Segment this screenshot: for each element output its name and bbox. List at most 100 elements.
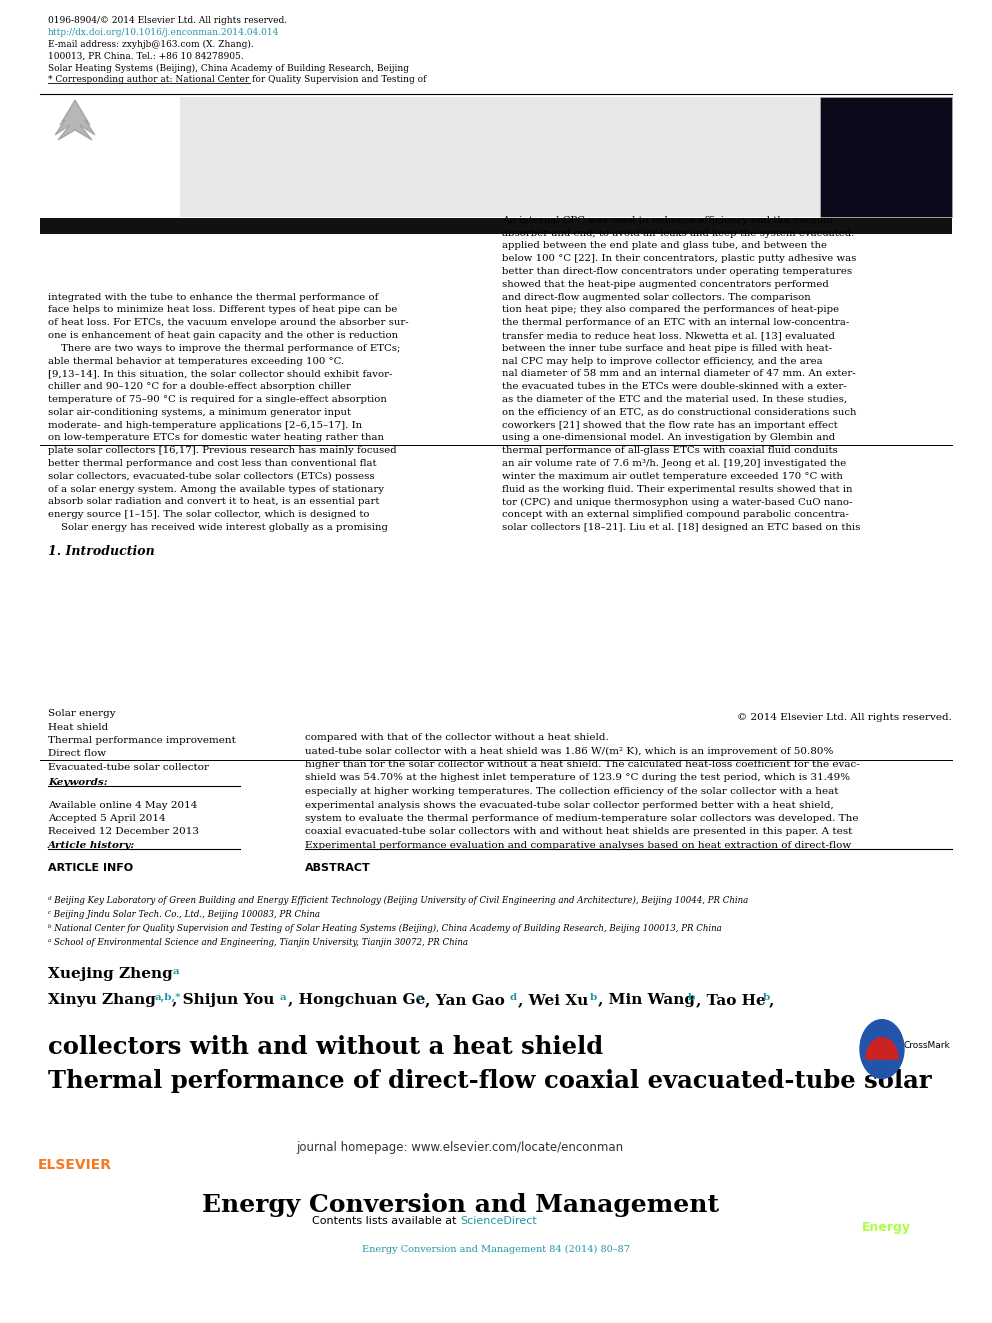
Text: Conversion
Management: Conversion Management <box>858 1205 914 1224</box>
Text: , Shijun You: , Shijun You <box>172 994 275 1007</box>
Text: solar collectors, evacuated-tube solar collectors (ETCs) possess: solar collectors, evacuated-tube solar c… <box>48 472 375 482</box>
Text: Received 12 December 2013: Received 12 December 2013 <box>48 827 199 836</box>
Text: Energy Conversion and Management: Energy Conversion and Management <box>201 1193 718 1217</box>
Text: absorber and end, to avoid air leaks and keep the system evacuated.: absorber and end, to avoid air leaks and… <box>502 229 854 238</box>
Text: Available online 4 May 2014: Available online 4 May 2014 <box>48 800 197 810</box>
Text: a: a <box>173 967 180 976</box>
Text: the evacuated tubes in the ETCs were double-skinned with a exter-: the evacuated tubes in the ETCs were dou… <box>502 382 846 392</box>
Text: chiller and 90–120 °C for a double-effect absorption chiller: chiller and 90–120 °C for a double-effec… <box>48 382 351 392</box>
Text: compared with that of the collector without a heat shield.: compared with that of the collector with… <box>305 733 609 742</box>
Text: and direct-flow augmented solar collectors. The comparison: and direct-flow augmented solar collecto… <box>502 292 810 302</box>
Text: ᵈ Beijing Key Laboratory of Green Building and Energy Efficient Technology (Beij: ᵈ Beijing Key Laboratory of Green Buildi… <box>48 896 748 905</box>
Text: 1. Introduction: 1. Introduction <box>48 545 155 558</box>
Text: ,: , <box>769 994 775 1007</box>
Bar <box>40 218 952 234</box>
Text: b: b <box>688 994 695 1002</box>
Text: E-mail address: zxyhjb@163.com (X. Zhang).: E-mail address: zxyhjb@163.com (X. Zhang… <box>48 40 254 49</box>
Text: Keywords:: Keywords: <box>48 778 107 787</box>
Text: b: b <box>590 994 597 1002</box>
Text: ARTICLE INFO: ARTICLE INFO <box>48 863 133 873</box>
Text: experimental analysis shows the evacuated-tube solar collector performed better : experimental analysis shows the evacuate… <box>305 800 833 810</box>
Text: uated-tube solar collector with a heat shield was 1.86 W/(m² K), which is an imp: uated-tube solar collector with a heat s… <box>305 746 833 755</box>
Text: Contents lists available at: Contents lists available at <box>312 1216 460 1226</box>
Bar <box>820 97 952 217</box>
Text: shield was 54.70% at the highest inlet temperature of 123.9 °C during the test p: shield was 54.70% at the highest inlet t… <box>305 774 850 782</box>
Text: , Tao He: , Tao He <box>696 994 766 1007</box>
Text: collectors with and without a heat shield: collectors with and without a heat shiel… <box>48 1035 603 1058</box>
Text: nal CPC may help to improve collector efficiency, and the area: nal CPC may help to improve collector ef… <box>502 357 822 365</box>
Text: Solar Heating Systems (Beijing), China Academy of Building Research, Beijing: Solar Heating Systems (Beijing), China A… <box>48 64 409 73</box>
Text: ELSEVIER: ELSEVIER <box>38 1158 112 1172</box>
Text: an air volume rate of 7.6 m³/h. Jeong et al. [19,20] investigated the: an air volume rate of 7.6 m³/h. Jeong et… <box>502 459 846 468</box>
Text: Solar energy has received wide interest globally as a promising: Solar energy has received wide interest … <box>48 523 388 532</box>
Text: face helps to minimize heat loss. Different types of heat pipe can be: face helps to minimize heat loss. Differ… <box>48 306 398 315</box>
Text: Thermal performance improvement: Thermal performance improvement <box>48 736 236 745</box>
Text: solar air-conditioning systems, a minimum generator input: solar air-conditioning systems, a minimu… <box>48 407 351 417</box>
Text: ᵇ National Center for Quality Supervision and Testing of Solar Heating Systems (: ᵇ National Center for Quality Supervisio… <box>48 923 722 933</box>
Text: Article history:: Article history: <box>48 841 135 849</box>
Text: journal homepage: www.elsevier.com/locate/enconman: journal homepage: www.elsevier.com/locat… <box>297 1140 624 1154</box>
Text: using a one-dimensional model. An investigation by Glembin and: using a one-dimensional model. An invest… <box>502 434 835 442</box>
Text: higher than for the solar collector without a heat shield. The calculated heat-l: higher than for the solar collector with… <box>305 759 860 769</box>
Text: on the efficiency of an ETC, as do constructional considerations such: on the efficiency of an ETC, as do const… <box>502 407 856 417</box>
Text: applied between the end plate and glass tube, and between the: applied between the end plate and glass … <box>502 241 827 250</box>
Text: concept with an external simplified compound parabolic concentra-: concept with an external simplified comp… <box>502 511 849 519</box>
Text: ScienceDirect: ScienceDirect <box>460 1216 537 1226</box>
Text: coaxial evacuated-tube solar collectors with and without heat shields are presen: coaxial evacuated-tube solar collectors … <box>305 827 852 836</box>
Text: 0196-8904/© 2014 Elsevier Ltd. All rights reserved.: 0196-8904/© 2014 Elsevier Ltd. All right… <box>48 16 287 25</box>
Text: fluid as the working fluid. Their experimental results showed that in: fluid as the working fluid. Their experi… <box>502 484 852 493</box>
Text: Energy: Energy <box>861 1221 911 1234</box>
Text: Direct flow: Direct flow <box>48 750 106 758</box>
Text: energy source [1–15]. The solar collector, which is designed to: energy source [1–15]. The solar collecto… <box>48 511 369 519</box>
Text: better than direct-flow concentrators under operating temperatures: better than direct-flow concentrators un… <box>502 267 852 277</box>
Text: thermal performance of all-glass ETCs with coaxial fluid conduits: thermal performance of all-glass ETCs wi… <box>502 446 838 455</box>
Bar <box>40 97 180 217</box>
Text: able thermal behavior at temperatures exceeding 100 °C.: able thermal behavior at temperatures ex… <box>48 357 344 365</box>
Text: especially at higher working temperatures. The collection efficiency of the sola: especially at higher working temperature… <box>305 787 838 796</box>
Text: , Yan Gao: , Yan Gao <box>425 994 505 1007</box>
Text: temperature of 75–90 °C is required for a single-effect absorption: temperature of 75–90 °C is required for … <box>48 396 387 404</box>
Text: of heat loss. For ETCs, the vacuum envelope around the absorber sur-: of heat loss. For ETCs, the vacuum envel… <box>48 319 409 327</box>
Text: absorb solar radiation and convert it to heat, is an essential part: absorb solar radiation and convert it to… <box>48 497 379 507</box>
Bar <box>48 101 173 185</box>
Text: [9,13–14]. In this situation, the solar collector should exhibit favor-: [9,13–14]. In this situation, the solar … <box>48 369 393 378</box>
Text: 100013, PR China. Tel.: +86 10 84278905.: 100013, PR China. Tel.: +86 10 84278905. <box>48 52 244 61</box>
Text: showed that the heat-pipe augmented concentrators performed: showed that the heat-pipe augmented conc… <box>502 279 828 288</box>
Text: coworkers [21] showed that the flow rate has an important effect: coworkers [21] showed that the flow rate… <box>502 421 837 430</box>
Text: Xinyu Zhang: Xinyu Zhang <box>48 994 156 1007</box>
Text: system to evaluate the thermal performance of medium-temperature solar collector: system to evaluate the thermal performan… <box>305 814 858 823</box>
Text: There are two ways to improve the thermal performance of ETCs;: There are two ways to improve the therma… <box>48 344 401 353</box>
Text: plate solar collectors [16,17]. Previous research has mainly focused: plate solar collectors [16,17]. Previous… <box>48 446 397 455</box>
Text: , Min Wang: , Min Wang <box>598 994 695 1007</box>
Text: as the diameter of the ETC and the material used. In these studies,: as the diameter of the ETC and the mater… <box>502 396 847 404</box>
Text: between the inner tube surface and heat pipe is filled with heat-: between the inner tube surface and heat … <box>502 344 832 353</box>
Circle shape <box>860 1020 904 1078</box>
Text: d: d <box>510 994 517 1002</box>
Text: one is enhancement of heat gain capacity and the other is reduction: one is enhancement of heat gain capacity… <box>48 331 398 340</box>
Text: better thermal performance and cost less than conventional flat: better thermal performance and cost less… <box>48 459 377 468</box>
Text: Heat shield: Heat shield <box>48 722 108 732</box>
Text: b: b <box>763 994 770 1002</box>
Text: Thermal performance of direct-flow coaxial evacuated-tube solar: Thermal performance of direct-flow coaxi… <box>48 1069 931 1093</box>
Text: tor (CPC) and unique thermosyphon using a water-based CuO nano-: tor (CPC) and unique thermosyphon using … <box>502 497 852 507</box>
Text: nal diameter of 58 mm and an internal diameter of 47 mm. An exter-: nal diameter of 58 mm and an internal di… <box>502 369 856 378</box>
Text: An internal CPC was used to enhance efficiency and the vacuum: An internal CPC was used to enhance effi… <box>502 216 833 225</box>
Text: , Hongchuan Ge: , Hongchuan Ge <box>288 994 426 1007</box>
Text: transfer media to reduce heat loss. Nkwetta et al. [13] evaluated: transfer media to reduce heat loss. Nkwe… <box>502 331 835 340</box>
Text: , Wei Xu: , Wei Xu <box>518 994 588 1007</box>
Text: ABSTRACT: ABSTRACT <box>305 863 371 873</box>
Text: CrossMark: CrossMark <box>904 1040 950 1049</box>
Text: ᵃ School of Environmental Science and Engineering, Tianjin University, Tianjin 3: ᵃ School of Environmental Science and En… <box>48 938 468 947</box>
Text: © 2014 Elsevier Ltd. All rights reserved.: © 2014 Elsevier Ltd. All rights reserved… <box>737 713 952 722</box>
Text: below 100 °C [22]. In their concentrators, plastic putty adhesive was: below 100 °C [22]. In their concentrator… <box>502 254 856 263</box>
Text: integrated with the tube to enhance the thermal performance of: integrated with the tube to enhance the … <box>48 292 378 302</box>
Wedge shape <box>866 1037 898 1058</box>
Text: winter the maximum air outlet temperature exceeded 170 °C with: winter the maximum air outlet temperatur… <box>502 472 843 480</box>
Text: Experimental performance evaluation and comparative analyses based on heat extra: Experimental performance evaluation and … <box>305 841 851 849</box>
Text: Solar energy: Solar energy <box>48 709 116 718</box>
Text: the thermal performance of an ETC with an internal low-concentra-: the thermal performance of an ETC with a… <box>502 319 849 327</box>
Text: Xuejing Zheng: Xuejing Zheng <box>48 967 173 980</box>
Text: * Corresponding author at: National Center for Quality Supervision and Testing o: * Corresponding author at: National Cent… <box>48 75 427 83</box>
Text: a,b,*: a,b,* <box>155 994 182 1002</box>
Text: tion heat pipe; they also compared the performances of heat-pipe: tion heat pipe; they also compared the p… <box>502 306 839 315</box>
